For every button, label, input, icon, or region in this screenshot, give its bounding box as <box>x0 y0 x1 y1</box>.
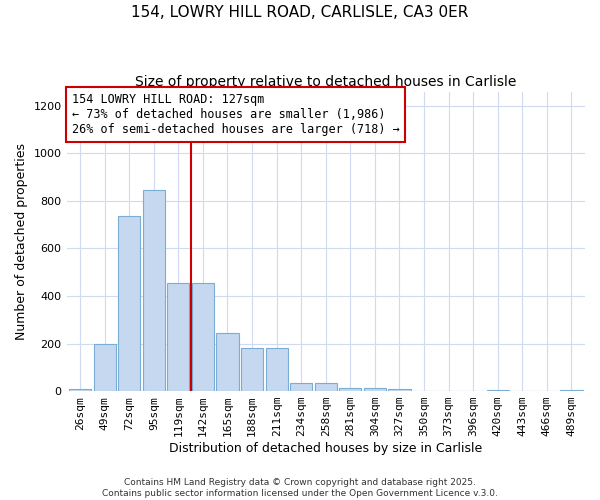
Bar <box>364 388 386 391</box>
Text: 154 LOWRY HILL ROAD: 127sqm
← 73% of detached houses are smaller (1,986)
26% of : 154 LOWRY HILL ROAD: 127sqm ← 73% of det… <box>72 93 400 136</box>
X-axis label: Distribution of detached houses by size in Carlisle: Distribution of detached houses by size … <box>169 442 482 455</box>
Bar <box>143 190 165 391</box>
Bar <box>266 348 287 391</box>
Title: Size of property relative to detached houses in Carlisle: Size of property relative to detached ho… <box>135 75 517 89</box>
Bar <box>290 383 312 391</box>
Bar <box>217 333 239 391</box>
Bar <box>94 344 116 391</box>
Bar <box>315 383 337 391</box>
Bar <box>487 390 509 391</box>
Bar <box>241 348 263 391</box>
Bar <box>167 283 190 391</box>
Bar <box>118 216 140 391</box>
Bar <box>388 388 410 391</box>
Bar <box>192 283 214 391</box>
Text: 154, LOWRY HILL ROAD, CARLISLE, CA3 0ER: 154, LOWRY HILL ROAD, CARLISLE, CA3 0ER <box>131 5 469 20</box>
Bar <box>339 388 361 391</box>
Text: Contains HM Land Registry data © Crown copyright and database right 2025.
Contai: Contains HM Land Registry data © Crown c… <box>102 478 498 498</box>
Bar <box>69 388 91 391</box>
Y-axis label: Number of detached properties: Number of detached properties <box>15 143 28 340</box>
Bar <box>560 390 583 391</box>
